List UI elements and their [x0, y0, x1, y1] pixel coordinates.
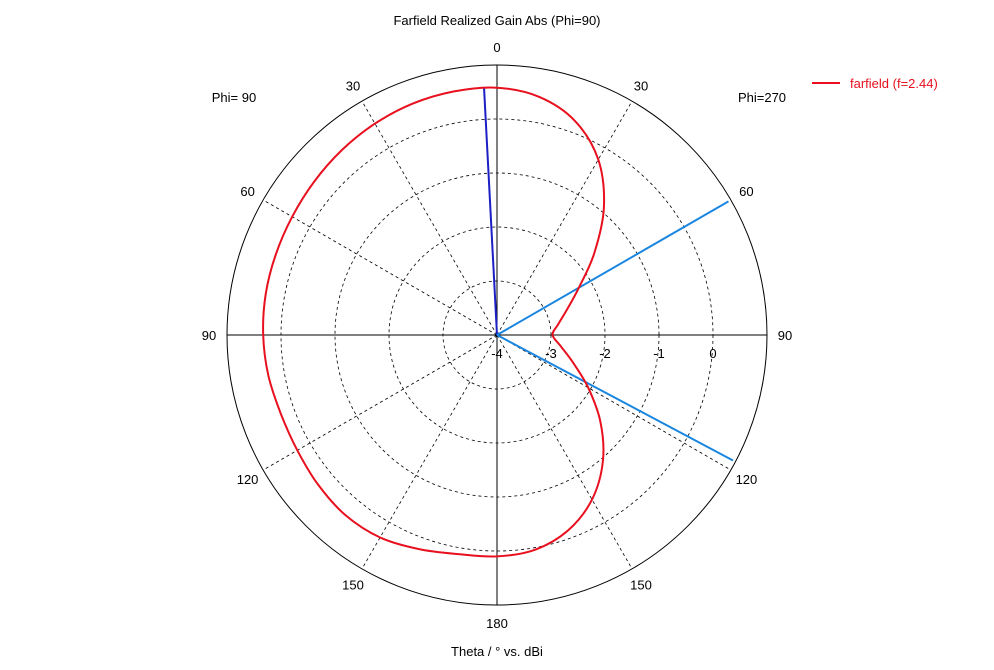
grid-spoke: [262, 334, 498, 471]
grid-spoke: [496, 334, 633, 570]
radial-tick-label: -2: [599, 346, 611, 361]
radial-tick-label: 0: [709, 346, 716, 361]
beam-marker-line: [496, 200, 729, 336]
beam-marker-line: [496, 334, 734, 462]
angle-tick-label: 60: [739, 184, 753, 199]
series-line: [262, 86, 606, 558]
angle-tick-label: 60: [240, 184, 254, 199]
radial-tick-label: -1: [653, 346, 665, 361]
grid-spoke: [496, 100, 633, 336]
radial-tick-labels: -4 -3 -2 -1 0: [491, 346, 716, 361]
series-layer: [262, 86, 606, 558]
beam-marker-line: [483, 87, 498, 336]
grid-spoke: [361, 334, 498, 570]
angle-tick-label: 30: [346, 79, 360, 94]
left-half-label: Phi= 90: [212, 90, 256, 105]
angle-tick-labels: 0 30 30 60 60 90 90 120 120 150 150 180: [202, 40, 792, 631]
radial-tick-label: -4: [491, 346, 503, 361]
angle-tick-label: 120: [736, 472, 758, 487]
angle-tick-label: 90: [778, 328, 792, 343]
grid-spoke: [361, 100, 498, 336]
angle-tick-label: 90: [202, 328, 216, 343]
angle-tick-label: 120: [237, 472, 259, 487]
angle-tick-label: 180: [486, 616, 508, 631]
angle-tick-label: 150: [342, 577, 364, 592]
radial-tick-label: -3: [545, 346, 557, 361]
legend-entry: farfield (f=2.44): [850, 76, 938, 91]
angle-tick-label: 150: [630, 577, 652, 592]
legend: farfield (f=2.44): [812, 76, 938, 91]
beam-markers: [483, 87, 734, 462]
angle-tick-label: 0: [493, 40, 500, 55]
angle-tick-label: 30: [634, 79, 648, 94]
axis-label: Theta / ° vs. dBi: [451, 644, 543, 659]
grid-spoke: [496, 334, 732, 471]
chart-title: Farfield Realized Gain Abs (Phi=90): [393, 13, 600, 28]
right-half-label: Phi=270: [738, 90, 786, 105]
grid-spoke: [262, 199, 498, 336]
